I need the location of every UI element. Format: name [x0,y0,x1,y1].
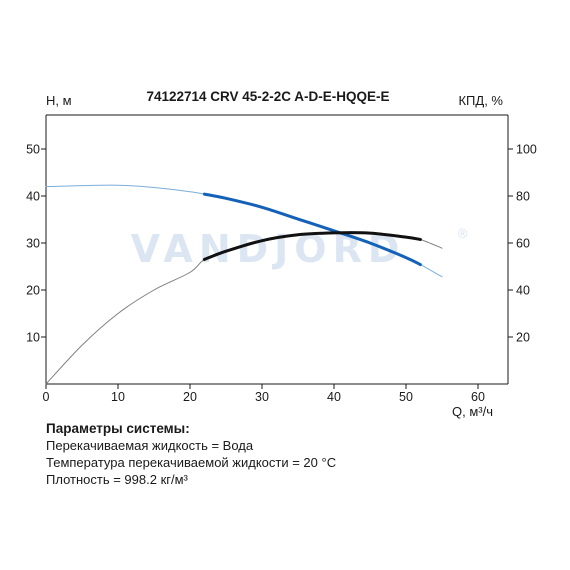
x-tick-label: 10 [111,390,125,404]
x-tick-label: 40 [327,390,341,404]
y-axis-left-label: H, м [46,93,72,108]
y-left-tick-label: 50 [26,143,40,157]
series-line-head-operating [202,192,422,267]
curves [45,184,443,385]
x-tick-label: 20 [183,390,197,404]
watermark: VANDJORD ® [131,227,469,271]
y-right-tick-label: 100 [516,143,537,157]
y-left-tick-label: 20 [26,284,40,298]
x-tick-label: 30 [255,390,269,404]
param-temperature: Температура перекачиваемой жидкости = 20… [46,455,337,470]
y-left-tick-label: 30 [26,237,40,251]
x-tick-label: 50 [399,390,413,404]
system-parameters: Параметры системы: Перекачиваемая жидкос… [46,420,336,488]
y-right-tick-label: 40 [516,284,530,298]
y-right-tick-label: 80 [516,190,530,204]
watermark-text: VANDJORD [131,227,406,271]
x-tick-label: 0 [43,390,50,404]
system-parameters-heading: Параметры системы: [46,421,190,436]
y-right-tick-label: 60 [516,237,530,251]
x-tick-label: 60 [471,390,485,404]
y-axis-right-label: КПД, % [458,93,503,108]
y-left-tick-label: 10 [26,331,40,345]
series-line-eff-operating [202,231,422,261]
chart-title: 74122714 CRV 45-2-2C A-D-E-HQQE-E [146,89,389,104]
x-axis-label: Q, м³/ч [452,404,493,419]
y-left-tick-label: 40 [26,190,40,204]
param-liquid: Перекачиваемая жидкость = Вода [46,438,254,453]
watermark-registered-mark: ® [456,227,469,242]
param-density: Плотность = 998.2 кг/м³ [46,472,188,487]
axes: 0 10 20 30 40 50 60 10 20 30 40 50 20 40 60 80 100 [26,114,537,404]
y-right-tick-label: 20 [516,331,530,345]
